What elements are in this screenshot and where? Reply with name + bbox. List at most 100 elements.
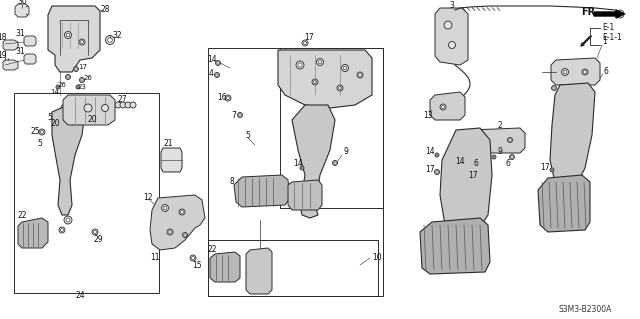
- Circle shape: [59, 227, 65, 233]
- Circle shape: [444, 21, 452, 29]
- Text: 31: 31: [15, 29, 25, 39]
- Text: E-1-1: E-1-1: [602, 33, 621, 42]
- Text: 14: 14: [207, 56, 217, 64]
- Text: 24: 24: [75, 291, 85, 300]
- Circle shape: [190, 255, 196, 261]
- Circle shape: [509, 139, 511, 141]
- Circle shape: [92, 109, 98, 115]
- Polygon shape: [420, 218, 490, 274]
- Text: 1: 1: [603, 38, 607, 47]
- Text: 11: 11: [150, 254, 160, 263]
- Circle shape: [180, 211, 184, 213]
- Circle shape: [440, 104, 446, 110]
- Circle shape: [57, 86, 59, 88]
- Bar: [208, 48, 383, 296]
- Circle shape: [435, 169, 440, 174]
- Circle shape: [67, 76, 69, 78]
- Text: 5: 5: [47, 114, 52, 122]
- Circle shape: [552, 85, 557, 91]
- Text: 20: 20: [87, 115, 97, 124]
- Circle shape: [63, 106, 67, 110]
- Polygon shape: [246, 248, 272, 294]
- Polygon shape: [430, 92, 465, 120]
- Text: 16: 16: [217, 93, 227, 101]
- Bar: [14, 93, 159, 293]
- Text: 13: 13: [423, 110, 433, 120]
- Polygon shape: [550, 83, 595, 184]
- Circle shape: [239, 114, 241, 116]
- Circle shape: [582, 69, 588, 75]
- Circle shape: [75, 68, 77, 70]
- Circle shape: [93, 110, 97, 114]
- Circle shape: [92, 229, 98, 235]
- Circle shape: [551, 169, 553, 171]
- Circle shape: [339, 86, 342, 90]
- Bar: [208, 240, 378, 296]
- Circle shape: [67, 33, 70, 37]
- Polygon shape: [292, 105, 335, 218]
- Text: 14: 14: [425, 147, 435, 157]
- Circle shape: [61, 104, 69, 112]
- Circle shape: [317, 58, 323, 65]
- Circle shape: [74, 66, 79, 71]
- Text: 15: 15: [192, 262, 202, 271]
- Text: 17: 17: [468, 172, 478, 181]
- Circle shape: [184, 234, 186, 236]
- Text: 17: 17: [79, 64, 88, 70]
- Circle shape: [76, 85, 80, 89]
- Text: 12: 12: [143, 192, 153, 202]
- Circle shape: [303, 41, 307, 44]
- Text: 7: 7: [232, 110, 236, 120]
- Circle shape: [616, 10, 624, 18]
- Circle shape: [492, 155, 496, 159]
- Polygon shape: [465, 128, 525, 153]
- Circle shape: [298, 63, 302, 67]
- Polygon shape: [3, 60, 18, 70]
- Polygon shape: [161, 148, 182, 172]
- Text: E-1: E-1: [602, 24, 614, 33]
- Polygon shape: [24, 36, 36, 46]
- Circle shape: [314, 80, 317, 84]
- Circle shape: [550, 168, 554, 172]
- Circle shape: [106, 35, 115, 44]
- Polygon shape: [3, 40, 18, 50]
- Circle shape: [296, 61, 304, 69]
- Circle shape: [108, 38, 112, 42]
- Circle shape: [81, 41, 83, 43]
- Text: 4: 4: [209, 70, 213, 78]
- Circle shape: [301, 167, 303, 169]
- Circle shape: [227, 97, 230, 100]
- Text: FR.: FR.: [581, 7, 599, 17]
- Circle shape: [182, 233, 188, 238]
- Circle shape: [168, 231, 172, 234]
- Polygon shape: [538, 175, 590, 232]
- Circle shape: [125, 102, 131, 108]
- Circle shape: [466, 177, 468, 179]
- Circle shape: [179, 209, 185, 215]
- Circle shape: [102, 105, 109, 112]
- Circle shape: [563, 70, 567, 74]
- Circle shape: [476, 137, 481, 143]
- Bar: [280, 48, 383, 208]
- Polygon shape: [18, 218, 48, 248]
- Text: 9: 9: [497, 147, 502, 157]
- Text: 19: 19: [0, 51, 7, 61]
- Text: 22: 22: [17, 211, 27, 219]
- Polygon shape: [551, 58, 600, 85]
- Text: 6: 6: [506, 159, 511, 167]
- Circle shape: [312, 79, 318, 85]
- Circle shape: [333, 160, 337, 166]
- Polygon shape: [24, 54, 36, 64]
- Circle shape: [65, 32, 72, 39]
- Text: 8: 8: [230, 176, 234, 186]
- Circle shape: [77, 105, 83, 112]
- Text: 29: 29: [93, 235, 103, 244]
- Text: 30: 30: [17, 0, 27, 6]
- Circle shape: [39, 129, 45, 135]
- Circle shape: [93, 231, 97, 234]
- Circle shape: [77, 86, 79, 88]
- Circle shape: [40, 130, 44, 133]
- Circle shape: [442, 106, 445, 108]
- Text: 6: 6: [474, 159, 479, 167]
- Circle shape: [61, 228, 63, 232]
